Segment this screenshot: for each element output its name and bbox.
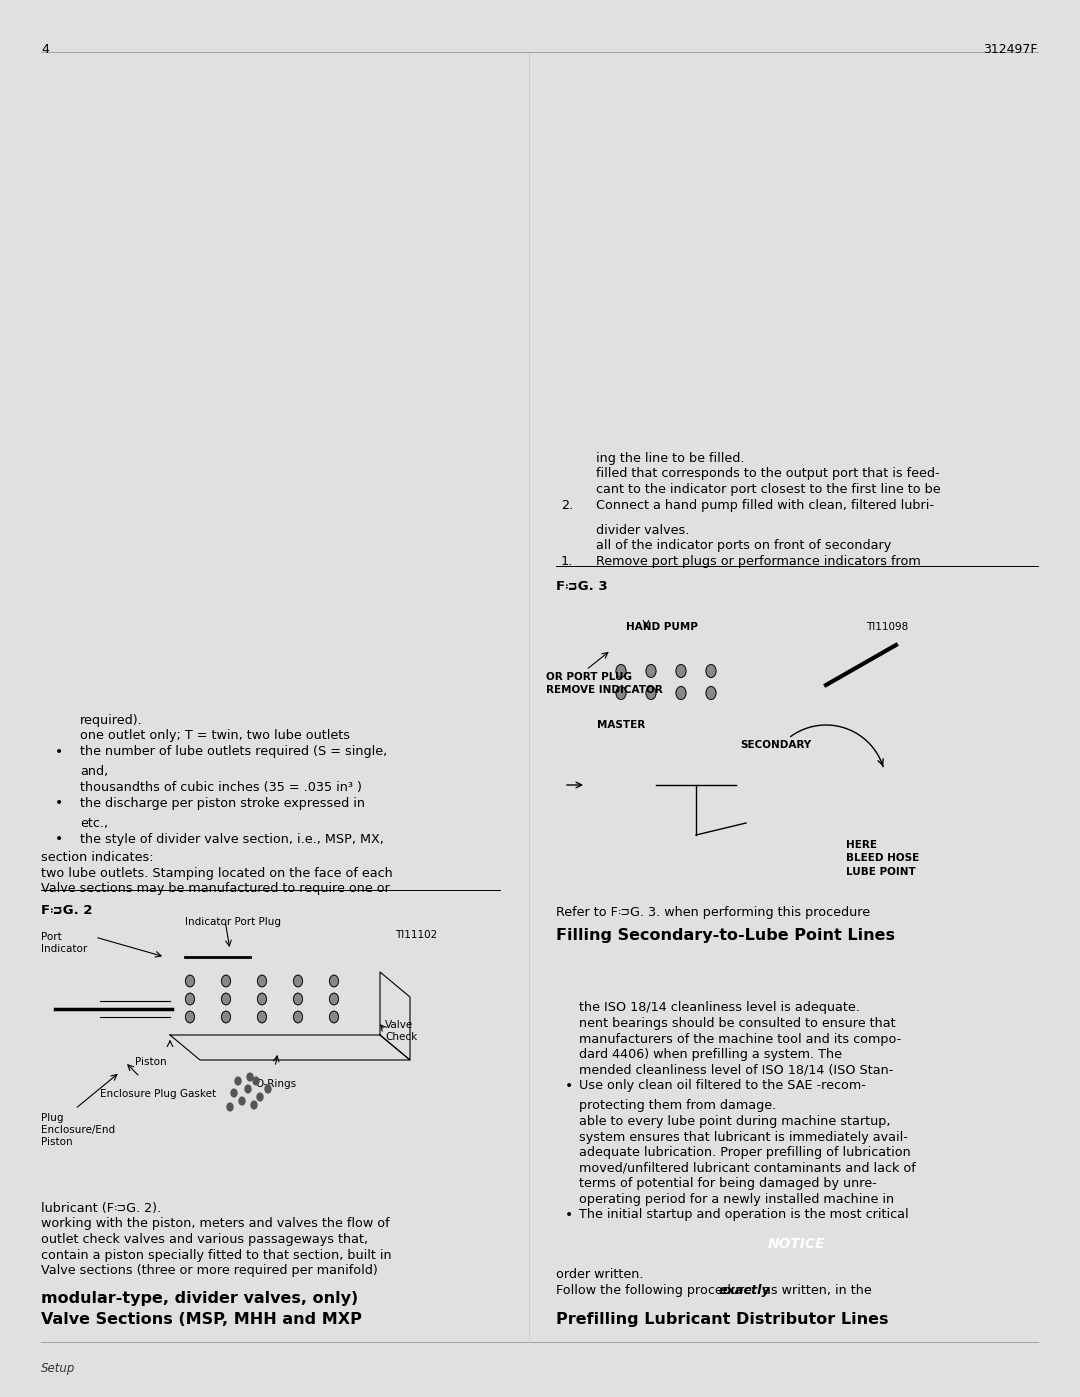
Circle shape — [221, 993, 230, 1004]
Text: •: • — [55, 796, 64, 810]
Circle shape — [52, 1003, 84, 1045]
Circle shape — [596, 771, 606, 784]
Text: Plug: Plug — [41, 1113, 64, 1123]
Text: •: • — [55, 833, 64, 847]
Circle shape — [165, 944, 185, 970]
FancyBboxPatch shape — [551, 1218, 1043, 1242]
Text: MASTER: MASTER — [597, 719, 645, 731]
Circle shape — [294, 1011, 302, 1023]
Text: dard 4406) when prefilling a system. The: dard 4406) when prefilling a system. The — [579, 1048, 842, 1060]
Text: HAND PUMP: HAND PUMP — [626, 622, 698, 631]
Text: TI11102: TI11102 — [395, 930, 437, 940]
Text: cant to the indicator port closest to the first line to be: cant to the indicator port closest to th… — [596, 483, 941, 496]
Text: ing the line to be filled.: ing the line to be filled. — [596, 453, 744, 465]
Text: filled that corresponds to the output port that is feed-: filled that corresponds to the output po… — [596, 468, 940, 481]
Text: as written, in the: as written, in the — [759, 1284, 873, 1296]
Circle shape — [231, 1090, 237, 1097]
Text: Port: Port — [41, 932, 62, 942]
Text: Valve Sections (MSP, MHH and MXP: Valve Sections (MSP, MHH and MXP — [41, 1312, 362, 1327]
Circle shape — [186, 975, 194, 986]
Text: Indicator Port Plug: Indicator Port Plug — [185, 916, 281, 928]
Circle shape — [239, 1097, 245, 1105]
Circle shape — [798, 844, 806, 854]
Circle shape — [221, 975, 230, 986]
FancyBboxPatch shape — [210, 949, 245, 964]
Text: moved/unfiltered lubricant contaminants and lack of: moved/unfiltered lubricant contaminants … — [579, 1161, 916, 1175]
Text: order written.: order written. — [556, 1268, 644, 1281]
Text: •: • — [55, 745, 64, 759]
Text: BLEED HOSE: BLEED HOSE — [846, 854, 919, 863]
Text: Piston: Piston — [135, 1058, 166, 1067]
Text: all of the indicator ports on front of secondary: all of the indicator ports on front of s… — [596, 539, 891, 552]
Text: Connect a hand pump filled with clean, filtered lubri-: Connect a hand pump filled with clean, f… — [596, 499, 934, 511]
Text: FᴞG. 3: FᴞG. 3 — [556, 580, 608, 592]
Text: adequate lubrication. Proper prefilling of lubrication: adequate lubrication. Proper prefilling … — [579, 1146, 910, 1160]
Text: LUBE POINT: LUBE POINT — [846, 868, 916, 877]
Circle shape — [246, 951, 254, 963]
Circle shape — [750, 844, 758, 854]
Circle shape — [251, 1101, 257, 1109]
Circle shape — [329, 1011, 338, 1023]
Text: NOTICE: NOTICE — [768, 1236, 826, 1250]
Text: •: • — [565, 1078, 573, 1092]
FancyBboxPatch shape — [735, 745, 816, 805]
Text: terms of potential for being damaged by unre-: terms of potential for being damaged by … — [579, 1178, 877, 1190]
Circle shape — [798, 859, 806, 870]
Circle shape — [596, 735, 606, 747]
Polygon shape — [380, 972, 410, 1060]
Text: Enclosure Plug Gasket: Enclosure Plug Gasket — [100, 1090, 216, 1099]
Text: manufacturers of the machine tool and its compo-: manufacturers of the machine tool and it… — [579, 1032, 901, 1045]
Text: outlet check valves and various passageways that,: outlet check valves and various passagew… — [41, 1234, 368, 1246]
Circle shape — [766, 859, 774, 870]
Text: Valve sections (three or more required per manifold): Valve sections (three or more required p… — [41, 1264, 378, 1277]
Text: modular-type, divider valves, only): modular-type, divider valves, only) — [41, 1291, 359, 1306]
FancyBboxPatch shape — [551, 949, 1043, 1218]
Text: and,: and, — [80, 766, 108, 778]
Circle shape — [706, 686, 716, 700]
Circle shape — [746, 752, 756, 763]
Circle shape — [596, 788, 606, 802]
Text: the ISO 18/14 cleanliness level is adequate.: the ISO 18/14 cleanliness level is adequ… — [579, 1002, 860, 1014]
Text: Piston: Piston — [41, 1137, 72, 1147]
Text: HERE: HERE — [846, 840, 877, 849]
Text: Indicator: Indicator — [41, 944, 87, 954]
Text: able to every lube point during machine startup,: able to every lube point during machine … — [579, 1115, 891, 1127]
Circle shape — [676, 665, 686, 678]
Text: Enclosure/End: Enclosure/End — [41, 1125, 116, 1134]
Text: REMOVE INDICATOR: REMOVE INDICATOR — [546, 685, 663, 694]
Text: OR PORT PLUG: OR PORT PLUG — [546, 672, 632, 682]
Circle shape — [257, 993, 267, 1004]
Text: The initial startup and operation is the most critical: The initial startup and operation is the… — [579, 1208, 908, 1221]
Circle shape — [626, 788, 636, 802]
Text: exactly: exactly — [719, 1284, 770, 1296]
Text: one outlet only; T = twin, two lube outlets: one outlet only; T = twin, two lube outl… — [80, 729, 350, 742]
Circle shape — [746, 787, 756, 799]
Circle shape — [626, 806, 636, 820]
Text: Setup: Setup — [41, 1362, 76, 1375]
Text: 2.: 2. — [561, 499, 573, 511]
Text: working with the piston, meters and valves the flow of: working with the piston, meters and valv… — [41, 1218, 390, 1231]
Text: contain a piston specially fitted to that section, built in: contain a piston specially fitted to tha… — [41, 1249, 392, 1261]
Text: the discharge per piston stroke expressed in: the discharge per piston stroke expresse… — [80, 796, 365, 809]
Text: 312497F: 312497F — [984, 43, 1038, 56]
Text: etc.,: etc., — [80, 817, 108, 830]
Text: TI11098: TI11098 — [866, 622, 908, 631]
Text: Filling Secondary-to-Lube Point Lines: Filling Secondary-to-Lube Point Lines — [556, 928, 895, 943]
Circle shape — [245, 1085, 251, 1092]
Circle shape — [777, 770, 785, 781]
Circle shape — [777, 752, 785, 763]
Circle shape — [746, 733, 756, 745]
Circle shape — [827, 841, 841, 859]
Circle shape — [265, 1085, 271, 1092]
Circle shape — [329, 993, 338, 1004]
Circle shape — [253, 1077, 259, 1085]
Text: Follow the following procedure: Follow the following procedure — [556, 1284, 756, 1296]
Circle shape — [395, 990, 411, 1011]
Circle shape — [596, 806, 606, 820]
Text: protecting them from damage.: protecting them from damage. — [579, 1099, 777, 1112]
Text: system ensures that lubricant is immediately avail-: system ensures that lubricant is immedia… — [579, 1130, 908, 1144]
Text: two lube outlets. Stamping located on the face of each: two lube outlets. Stamping located on th… — [41, 866, 393, 880]
Text: lubricant (FᴞG. 2).: lubricant (FᴞG. 2). — [41, 1201, 161, 1215]
Circle shape — [235, 1077, 241, 1085]
